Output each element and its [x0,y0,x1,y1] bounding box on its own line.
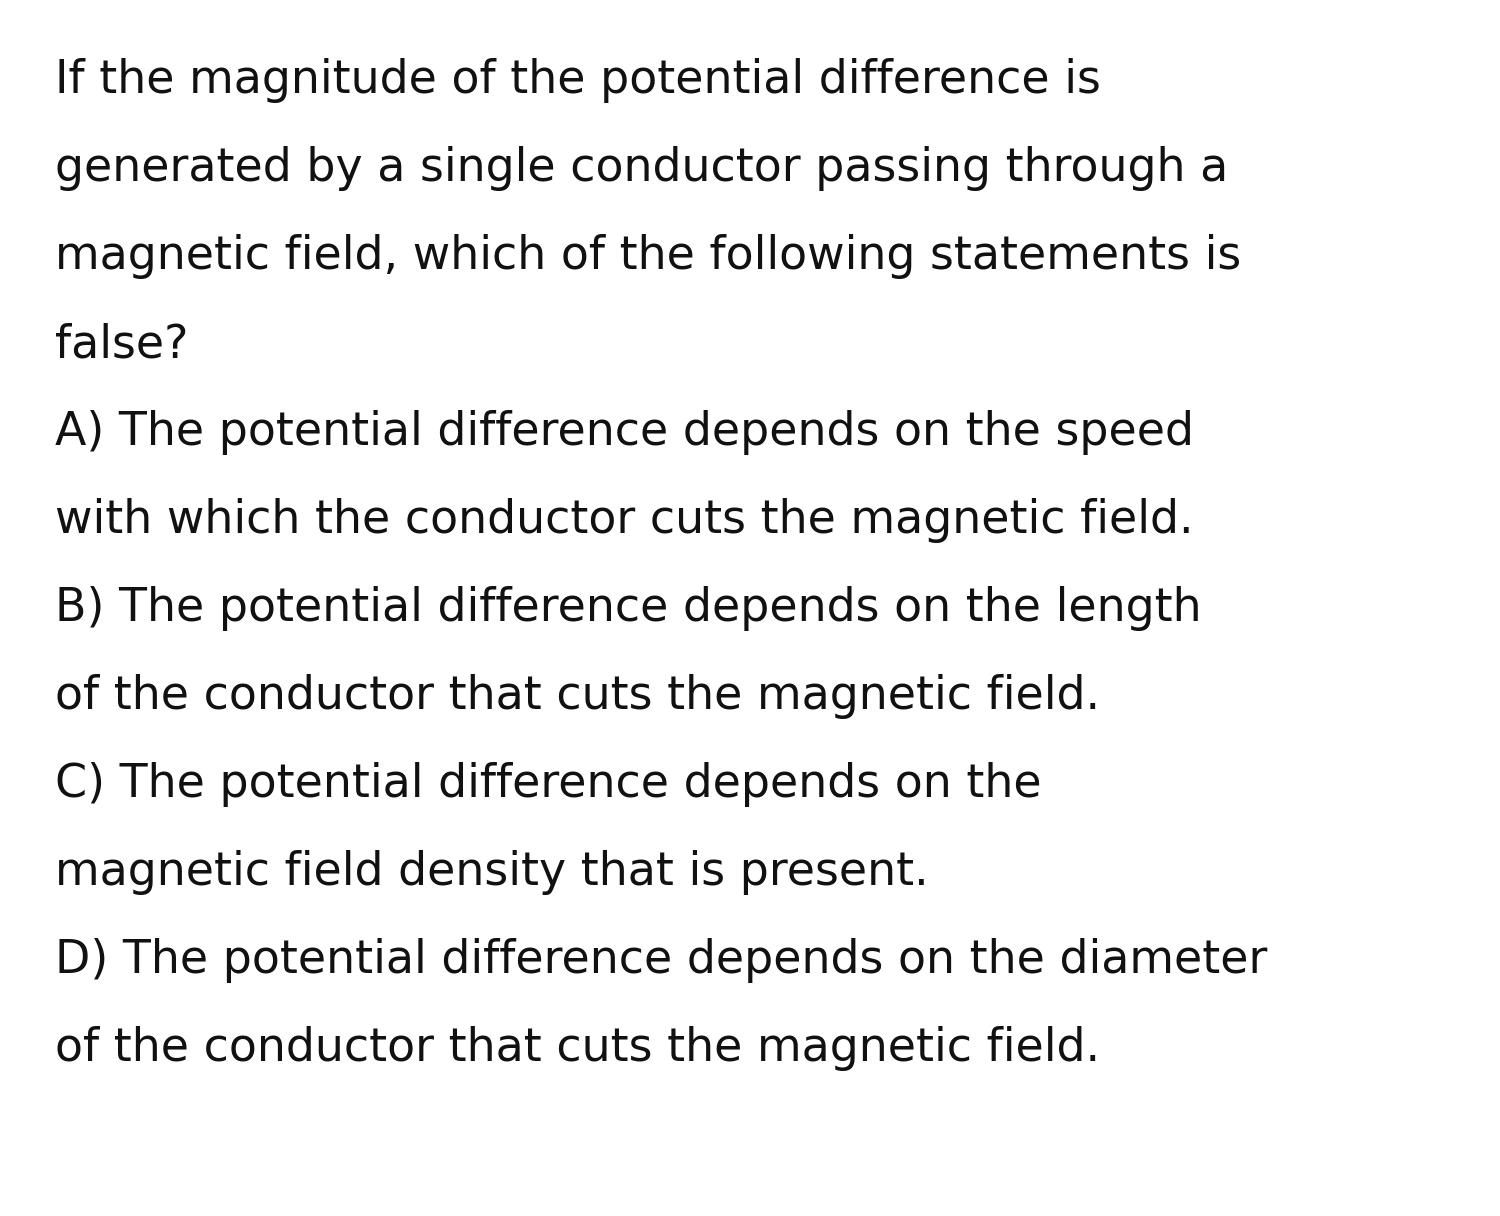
Text: If the magnitude of the potential difference is: If the magnitude of the potential differ… [56,58,1101,103]
Text: of the conductor that cuts the magnetic field.: of the conductor that cuts the magnetic … [56,674,1100,719]
Text: magnetic field density that is present.: magnetic field density that is present. [56,850,928,895]
Text: false?: false? [56,322,189,367]
Text: A) The potential difference depends on the speed: A) The potential difference depends on t… [56,410,1194,455]
Text: of the conductor that cuts the magnetic field.: of the conductor that cuts the magnetic … [56,1026,1100,1071]
Text: magnetic field, which of the following statements is: magnetic field, which of the following s… [56,233,1242,278]
Text: C) The potential difference depends on the: C) The potential difference depends on t… [56,762,1041,807]
Text: generated by a single conductor passing through a: generated by a single conductor passing … [56,146,1228,191]
Text: B) The potential difference depends on the length: B) The potential difference depends on t… [56,586,1202,631]
Text: with which the conductor cuts the magnetic field.: with which the conductor cuts the magnet… [56,499,1194,544]
Text: D) The potential difference depends on the diameter: D) The potential difference depends on t… [56,938,1268,983]
